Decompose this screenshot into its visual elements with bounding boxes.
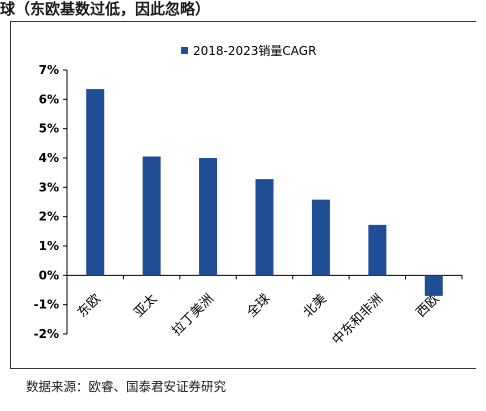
bar [424, 275, 443, 296]
legend-swatch [181, 47, 188, 54]
x-tick-label: 全球 [244, 291, 274, 321]
y-tick-label: 2% [39, 210, 59, 224]
bar [199, 158, 218, 276]
page-title: 球（东欧基数过低，因此忽略） [0, 0, 211, 18]
y-tick-label: -1% [34, 298, 59, 312]
y-tick-label: -2% [34, 327, 59, 341]
y-tick-label: 6% [39, 92, 59, 106]
y-tick-label: 4% [39, 151, 59, 165]
bar [86, 89, 105, 276]
source-note: 数据来源：欧睿、国泰君安证券研究 [26, 379, 227, 394]
bar [368, 224, 387, 276]
bar [255, 179, 274, 276]
frame-left-border [10, 21, 11, 369]
x-tick-label: 东欧 [75, 292, 104, 321]
y-tick-label: 3% [39, 180, 59, 194]
bar [311, 199, 330, 276]
frame-bottom-border [10, 368, 476, 369]
x-tick-label: 拉丁美洲 [170, 292, 217, 339]
x-tick-label: 中东和非洲 [330, 292, 387, 349]
x-tick-label: 西欧 [414, 292, 443, 321]
y-tick-label: 7% [39, 63, 59, 77]
y-tick-label: 1% [39, 239, 59, 253]
bar [142, 156, 161, 276]
legend-label: 2018-2023销量CAGR [193, 44, 316, 58]
x-tick-label: 亚太 [131, 292, 160, 321]
x-tick-label: 北美 [301, 292, 330, 321]
frame-top-border [10, 21, 476, 22]
y-tick-label: 5% [39, 122, 59, 136]
y-tick-label: 0% [39, 268, 59, 282]
